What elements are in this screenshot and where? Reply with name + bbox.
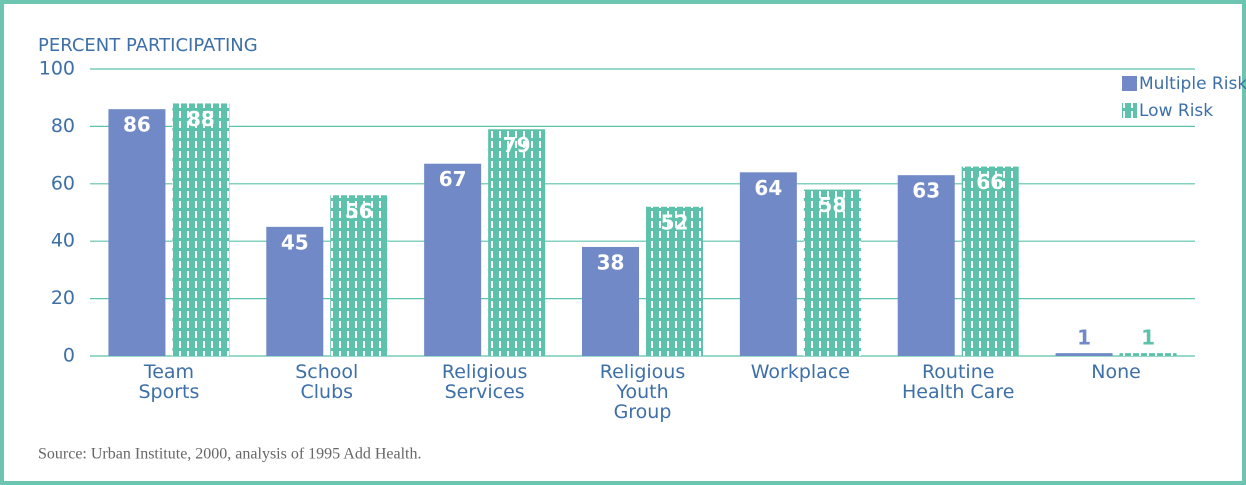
bar [488,129,546,356]
x-tick-label: Routine Health Care [901,361,1015,403]
bar [739,172,797,356]
y-tick-label: 60 [51,172,75,194]
legend-swatch [1122,76,1137,91]
value-label: 38 [597,250,625,274]
bar [108,109,166,357]
value-label: 58 [818,193,846,217]
y-tick-label: 0 [63,345,75,367]
source: Source: Urban Institute, 2000, analysis … [38,446,422,463]
bar [803,189,861,356]
y-tick-label: 80 [51,115,75,137]
y-tick-label: 100 [39,58,75,80]
y-tick-label: 20 [51,287,75,309]
x-tick-label: Workplace [750,361,850,383]
bar [330,195,388,356]
legend-swatch [1122,103,1137,118]
value-label: 79 [503,133,531,157]
value-label: 1 [1077,326,1091,350]
bar [582,246,639,356]
bar [424,163,482,356]
value-label: 67 [439,167,467,191]
value-label: 66 [976,170,1004,194]
bar [897,175,955,356]
value-label: 88 [187,107,215,131]
y-axis-label: PERCENT PARTICIPATING [38,35,258,56]
legend-label: Multiple Risk [1139,74,1246,94]
value-label: 63 [912,179,940,203]
bar [1055,353,1113,356]
bar [1119,353,1177,356]
value-label: 86 [123,113,151,137]
x-tick-label: Religious Services [441,361,528,403]
legend-label: Low Risk [1139,101,1213,121]
x-tick-label: Religious Youth Group [599,361,686,423]
value-label: 64 [754,176,782,200]
bar [266,226,324,356]
y-tick-label: 40 [51,230,75,252]
bar [646,206,703,356]
value-label: 1 [1141,326,1155,350]
x-tick-label: School Clubs [295,361,359,403]
value-label: 52 [661,210,689,234]
value-label: 45 [281,230,309,254]
x-tick-label: Team Sports [138,361,200,403]
value-label: 56 [345,199,373,223]
x-tick-label: None [1091,361,1141,383]
bar [172,103,230,356]
bar [961,166,1019,356]
